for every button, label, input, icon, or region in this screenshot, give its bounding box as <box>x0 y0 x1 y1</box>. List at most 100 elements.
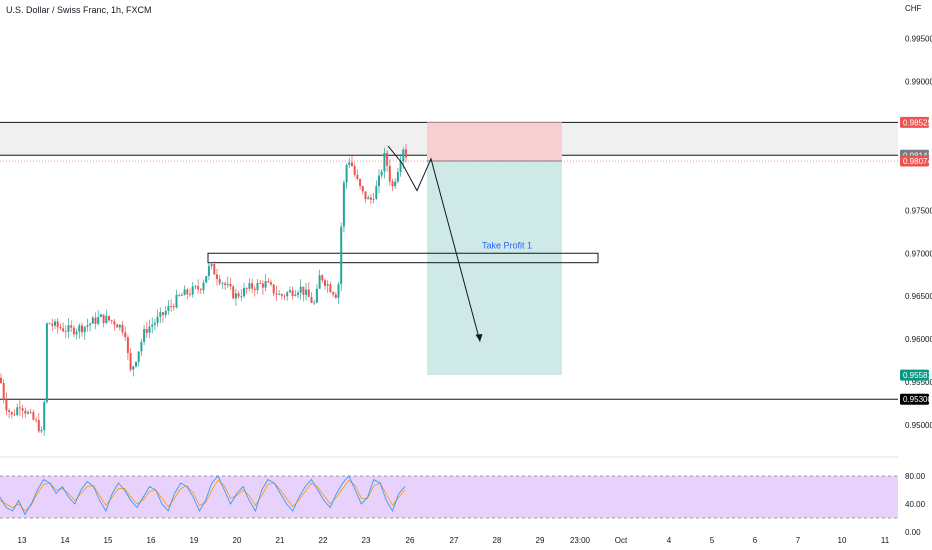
candle <box>229 277 232 290</box>
candle <box>83 326 86 340</box>
candle <box>56 318 59 334</box>
candle <box>164 305 167 319</box>
candle <box>383 147 386 179</box>
price-axis[interactable]: CHF 0.99500 0.99000 0.97500 0.97000 0.96500 0… <box>905 4 932 430</box>
candle <box>275 285 278 301</box>
candle <box>340 222 343 292</box>
candle <box>396 167 399 184</box>
time-tick: 11 <box>881 536 890 545</box>
stop-loss-zone[interactable] <box>427 122 562 162</box>
candle <box>140 339 143 356</box>
candle <box>108 315 110 323</box>
time-tick: 28 <box>493 536 502 545</box>
take-profit-label: Take Profit 1 <box>482 240 532 250</box>
candle <box>313 299 316 306</box>
candle <box>232 284 235 300</box>
candle <box>75 328 78 340</box>
candle <box>18 400 21 416</box>
candle <box>297 290 299 299</box>
candle <box>89 322 92 332</box>
time-tick: 4 <box>667 536 672 545</box>
time-tick: 23 <box>362 536 371 545</box>
candle <box>299 279 302 300</box>
rsi-axis[interactable]: 80.00 40.00 0.00 <box>905 472 926 537</box>
candle <box>186 288 189 300</box>
price-tag: 0.95581 <box>900 369 932 381</box>
projection-arrow-head <box>475 334 483 342</box>
candle <box>24 407 27 418</box>
support-box[interactable] <box>207 252 599 264</box>
rsi-tick: 0.00 <box>905 528 921 537</box>
time-tick: 14 <box>61 536 70 545</box>
candle <box>105 309 108 325</box>
candle <box>302 286 305 302</box>
candle <box>234 288 237 306</box>
candle <box>283 293 286 301</box>
rsi-line <box>0 475 406 516</box>
candle <box>394 178 397 190</box>
candle <box>216 268 218 286</box>
time-tick: 26 <box>406 536 415 545</box>
time-axis[interactable]: 13 14 15 16 19 20 21 22 23 26 27 28 29 23:00 Oct 4 5 6 7 10… <box>18 536 890 545</box>
candle <box>372 192 375 204</box>
candle <box>159 307 162 324</box>
time-tick: 27 <box>450 536 459 545</box>
time-tick: 21 <box>276 536 285 545</box>
candle <box>99 313 102 318</box>
candle <box>270 279 272 287</box>
candle <box>378 169 380 194</box>
candle <box>72 325 75 338</box>
time-tick: 29 <box>536 536 545 545</box>
candle <box>388 159 391 186</box>
svg-text:0.95581: 0.95581 <box>903 371 932 380</box>
time-tick: 19 <box>190 536 199 545</box>
candle <box>256 278 259 295</box>
candle <box>102 314 105 328</box>
candle <box>210 263 213 270</box>
candle <box>399 153 402 177</box>
candle <box>240 288 243 302</box>
candle <box>156 309 159 328</box>
candle <box>172 303 175 312</box>
candle <box>2 379 5 404</box>
candle <box>40 426 43 434</box>
candle <box>218 274 221 286</box>
candle <box>221 281 224 290</box>
candle <box>207 262 210 281</box>
candle <box>342 179 345 233</box>
candle <box>59 323 62 331</box>
candle <box>326 280 329 294</box>
time-tick: 20 <box>233 536 242 545</box>
candle <box>259 279 262 285</box>
candle <box>324 278 326 290</box>
rsi-tick: 80.00 <box>905 472 926 481</box>
candle <box>197 279 200 294</box>
price-pane[interactable]: Take Profit 1 <box>0 121 898 436</box>
candle <box>321 274 324 283</box>
candle <box>294 289 297 297</box>
candle <box>359 178 362 190</box>
candle <box>153 319 156 331</box>
candle <box>375 180 378 200</box>
svg-text:0.95300: 0.95300 <box>903 395 932 404</box>
projection-path[interactable] <box>387 145 481 342</box>
price-tag: 0.98074 <box>900 155 932 167</box>
rsi-band <box>0 476 898 518</box>
take-profit-zone[interactable] <box>427 161 562 376</box>
candle <box>48 322 51 325</box>
rsi-pane[interactable] <box>0 475 898 519</box>
candle <box>118 324 121 331</box>
price-tick: 0.97500 <box>905 206 932 215</box>
candle <box>113 318 116 331</box>
candle <box>129 348 132 372</box>
candle <box>237 290 240 299</box>
candle <box>0 373 2 384</box>
candle <box>367 195 370 200</box>
candle <box>261 280 264 295</box>
candle <box>135 361 137 368</box>
candle <box>162 311 164 323</box>
candle <box>178 293 181 297</box>
price-tick: 0.99000 <box>905 78 932 87</box>
candle <box>110 319 113 324</box>
